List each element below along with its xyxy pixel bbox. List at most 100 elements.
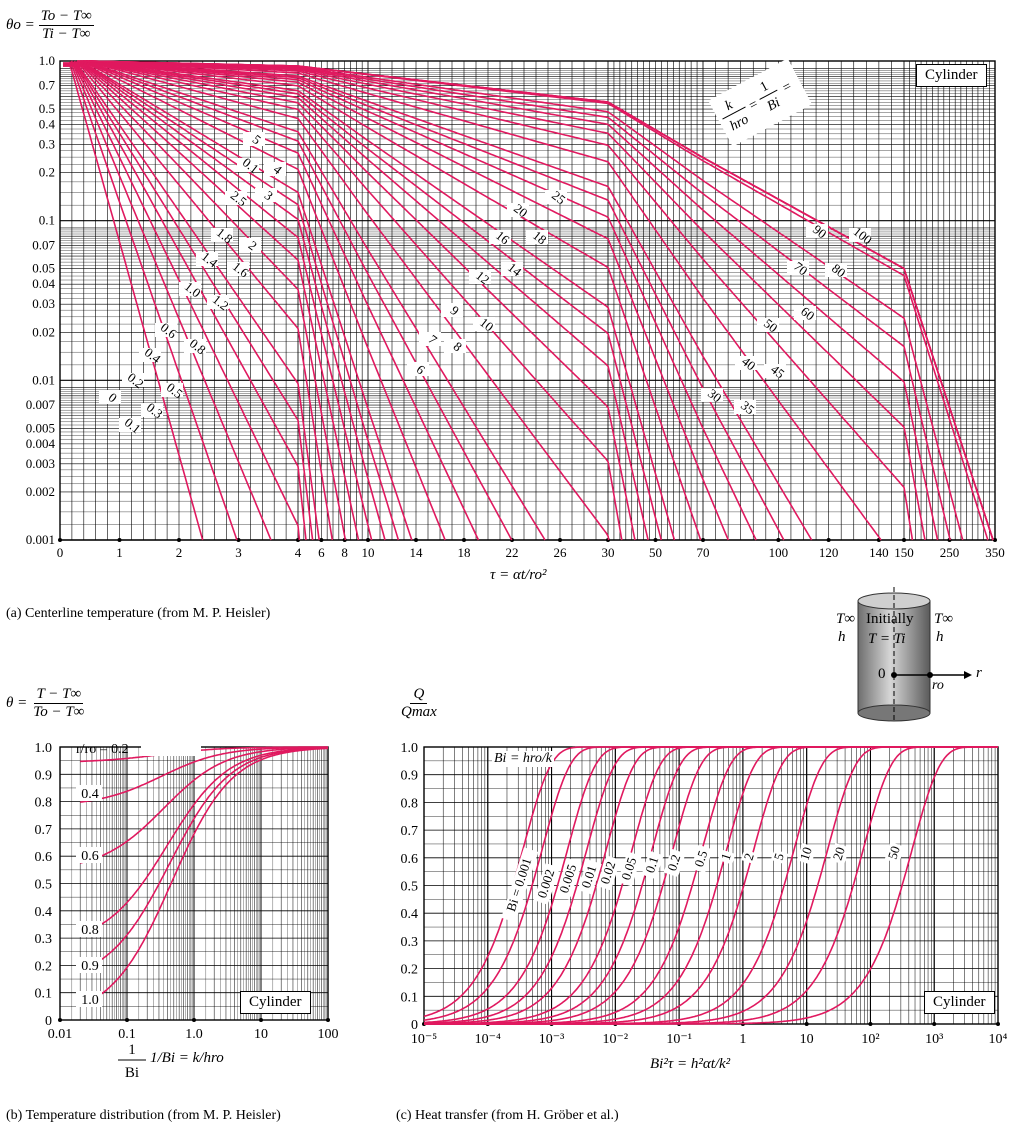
a-curve-label-bg xyxy=(184,339,206,353)
a-y-tick-label: 0.07 xyxy=(32,237,55,252)
c-curve-label-group: 2 xyxy=(740,849,759,865)
a-x-tick-label: 6 xyxy=(318,545,325,560)
a-curve-k-0.1 xyxy=(63,62,238,541)
a-x-tick-label: 50 xyxy=(649,545,662,560)
a-curve-label-bg xyxy=(225,191,247,205)
c-x-tick-label: 10² xyxy=(861,1032,879,1047)
c-curve-label-group: 50 xyxy=(884,842,905,864)
chart-a-svg: 1.0 0.7 0.50.4 0.3 0.2 0.1 0.07 0.050.04 0.03 0.0… xyxy=(26,53,1005,560)
a-x-tick-label: 2 xyxy=(176,545,183,560)
a-curve-k-1 xyxy=(63,60,347,541)
a-curve-label-bg xyxy=(141,403,163,417)
a-x-tick-label: 30 xyxy=(602,545,615,560)
a-y-tick-label: 0.03 xyxy=(32,296,55,311)
c-x-tick-label: 10⁻⁴ xyxy=(475,1032,501,1047)
b-xlabel-bi: Bi xyxy=(125,1065,139,1081)
c-x-tick-label: 10⁻⁵ xyxy=(411,1032,437,1047)
c-curve-label: 0.5 xyxy=(691,849,710,869)
b-xlabel-1: 1 xyxy=(128,1042,136,1058)
c-curve-label-bg xyxy=(596,855,621,891)
a-curve-label-bg xyxy=(227,262,249,276)
chart-b-svg: 0 0.1 0.2 0.3 0.4 0.5 0.6 0.7 0.8 0.9 1.0 0.01 0.1 1.… xyxy=(35,740,339,1081)
panel-b-caption: (b) Temperature distribution (from M. P.… xyxy=(6,1108,281,1123)
a-curve-label-bg xyxy=(119,418,141,432)
panel-c-bi-definition: Bi = hro/k xyxy=(492,751,554,767)
a-x-tick-label: 26 xyxy=(554,545,568,560)
c-x-tick-dot xyxy=(996,1022,1000,1026)
chart-c-svg: 00.10.20.30.40.50.60.70.80.91.010⁻⁵ 10⁻⁴ 1… xyxy=(401,741,1008,1047)
a-y-tick-label: 0.02 xyxy=(32,324,55,339)
a-curve-label-bg xyxy=(243,132,265,146)
panel-b-x-label: 1/Bi = k/hro xyxy=(150,1050,224,1066)
a-curve-label-bg xyxy=(441,303,463,317)
c-y-tick-label: 0.9 xyxy=(401,769,419,784)
inset-T-eq: T = Ti xyxy=(868,631,906,647)
b-x-tick-label: 100 xyxy=(318,1027,339,1042)
panel-a-cylinder-box: Cylinder xyxy=(916,64,987,87)
c-x-tick-label: 10⁻³ xyxy=(539,1032,565,1047)
b-y-tick-label: 0.2 xyxy=(35,959,53,974)
a-curve-label-bg xyxy=(419,332,441,346)
a-curve-label-bg xyxy=(139,348,161,362)
a-x-tick-label: 250 xyxy=(940,545,960,560)
y-label-denominator: Ti − T∞ xyxy=(42,26,91,42)
a-curve-label-bg xyxy=(255,188,277,202)
a-x-tick-dot xyxy=(117,538,122,542)
panel-c-y-label: Q Qmax xyxy=(398,686,440,721)
a-y-tick-label: 0.01 xyxy=(32,372,55,387)
a-y-tick-label: 0.005 xyxy=(26,420,55,435)
panel-a-x-label: τ = αt/ro² xyxy=(490,567,547,583)
b-x-tick-dot xyxy=(192,1018,196,1022)
inset-right-h: h xyxy=(936,629,944,645)
a-x-tick-label: 1 xyxy=(116,545,123,560)
a-curve-label-bg xyxy=(237,158,259,172)
a-x-tick-label: 18 xyxy=(458,545,471,560)
c-curve-label-bg xyxy=(740,849,759,865)
a-curve-k-1.4 xyxy=(63,61,373,541)
c-curve-label-bg xyxy=(770,849,789,865)
a-curve-label-bg xyxy=(794,306,816,320)
b-x-tick-dot xyxy=(259,1018,263,1022)
a-curve-k-50 xyxy=(63,60,964,541)
a-curve-k-0.5 xyxy=(63,60,314,540)
a-x-tick-label: 3 xyxy=(235,545,242,560)
c-y-tick-label: 0.7 xyxy=(401,824,419,839)
inset-origin: 0 xyxy=(878,666,886,682)
a-x-tick-dot xyxy=(462,538,466,542)
c-curve-label-group: 20 xyxy=(830,843,850,865)
a-curve-k-35 xyxy=(63,60,926,540)
a-x-tick-label: 140 xyxy=(869,545,889,560)
a-curve-label-bg xyxy=(122,373,144,387)
a-y-tick-label: 0.007 xyxy=(26,397,56,412)
a-curve-k-30 xyxy=(63,60,914,541)
a-curve-k-18 xyxy=(63,60,785,541)
c-curve-label-bg xyxy=(690,844,713,874)
a-curve-label-bg xyxy=(545,190,567,204)
a-x-tick-label: 4 xyxy=(295,545,302,560)
c-x-tick-dot xyxy=(804,1022,809,1026)
a-y-tick-label: 0.004 xyxy=(26,436,56,451)
panel-c-x-label: Bi²τ = h²αt/k² xyxy=(650,1056,731,1072)
y-label-denominator: To − T∞ xyxy=(33,704,85,720)
a-param-bar2 xyxy=(759,89,778,100)
a-x-tick-label: 22 xyxy=(506,545,519,560)
a-param-bar1 xyxy=(722,106,746,120)
a-y-tick-label: 0.003 xyxy=(26,456,55,471)
a-x-tick-label: 100 xyxy=(769,545,789,560)
b-curve-r-1.0 xyxy=(79,747,328,1007)
a-curve-k-1.6 xyxy=(63,60,386,541)
b-curve-r-0.9 xyxy=(79,747,328,972)
a-x-tick-label: 8 xyxy=(341,545,348,560)
a-curve-label-bg xyxy=(735,356,757,370)
c-curve-label-bg xyxy=(501,847,539,923)
c-curve-label-bg xyxy=(641,850,664,880)
c-curve-label-group: 0.02 xyxy=(596,855,621,891)
a-curve-label-bg xyxy=(469,270,491,284)
inset-left-h: h xyxy=(838,629,846,645)
cylinder-diagram xyxy=(857,587,972,723)
a-curve-k-8 xyxy=(63,60,649,541)
cylinder-inset: T∞ h T∞ h Initially T = Ti 0 ro r xyxy=(830,583,1020,723)
c-curve-label-group: 0.01 xyxy=(577,859,602,895)
c-y-tick-label: 0 xyxy=(411,1018,418,1033)
c-curve-label-bg xyxy=(884,842,905,864)
